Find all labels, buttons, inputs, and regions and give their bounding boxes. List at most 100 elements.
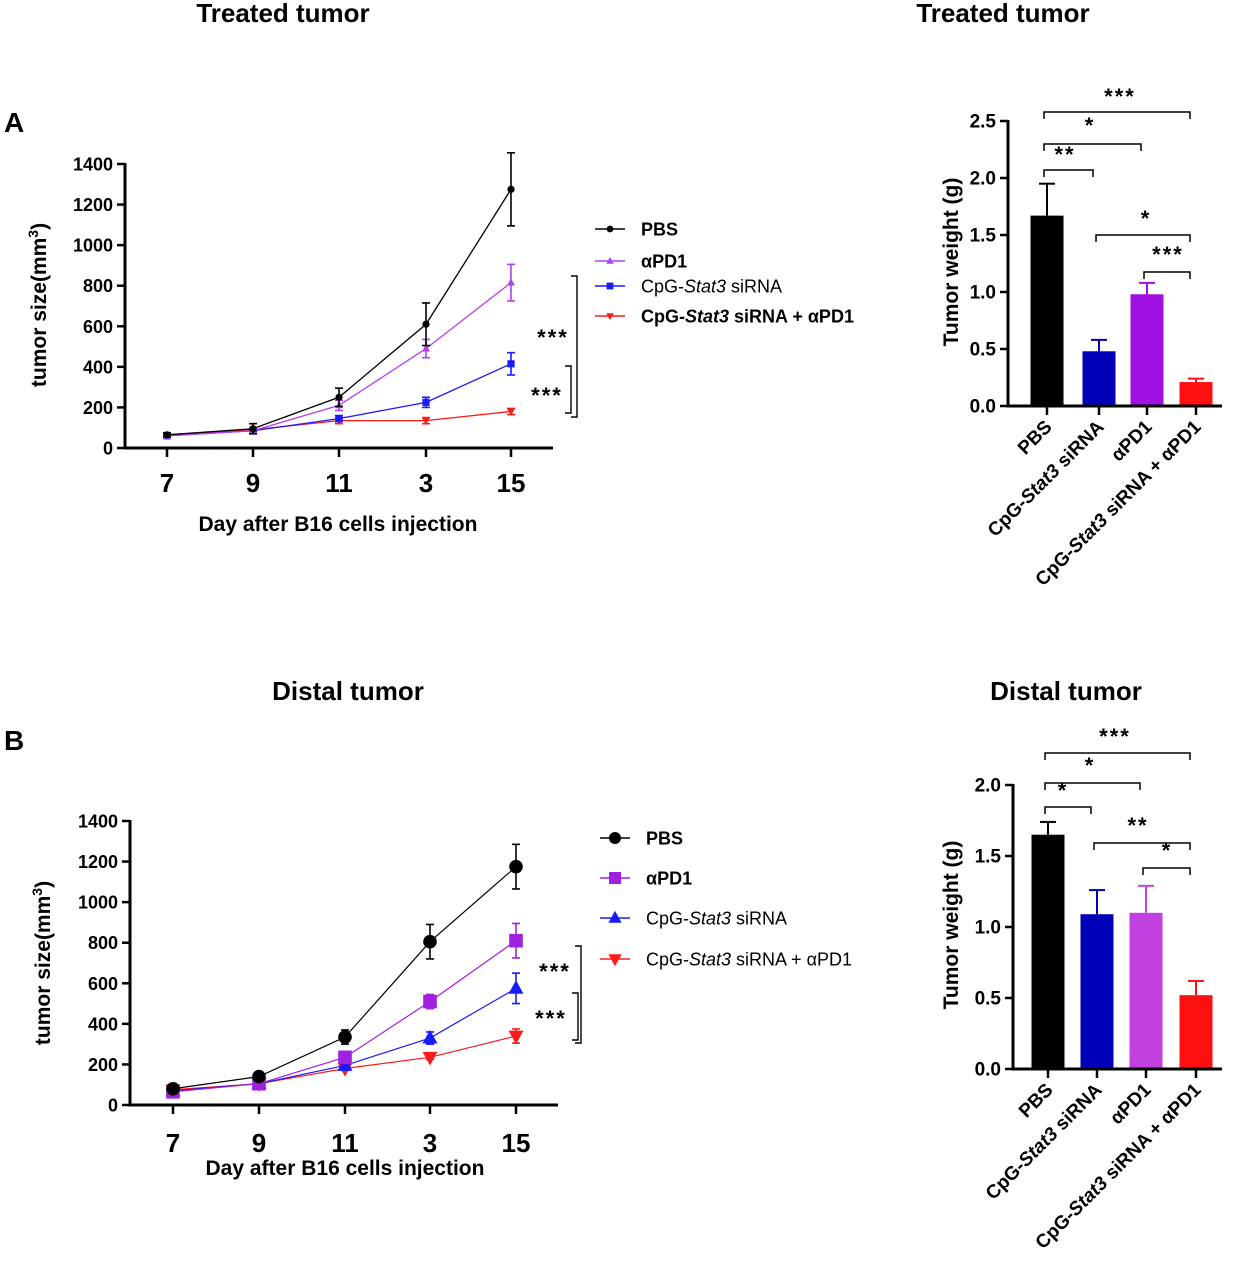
y-tick-label: 1400 bbox=[78, 812, 118, 832]
marker-triangle-down bbox=[422, 1051, 438, 1066]
y-axis-label: Tumor weight (g) bbox=[940, 178, 963, 347]
label-segment: siRNA + αPD1 bbox=[731, 950, 852, 970]
marker-square bbox=[423, 994, 437, 1009]
x-tick-label: 15 bbox=[502, 1128, 531, 1158]
legend-item: αPD1 bbox=[595, 252, 687, 272]
legend-item: PBS bbox=[600, 829, 683, 849]
label-segment: siRNA bbox=[726, 277, 782, 297]
legend-label: PBS bbox=[641, 220, 678, 240]
marker-circle bbox=[338, 1030, 352, 1044]
series-pbs bbox=[163, 152, 515, 439]
marker-triangle-down bbox=[507, 408, 515, 416]
significance-label: * bbox=[1141, 206, 1152, 231]
marker-circle bbox=[507, 185, 515, 193]
legend-label: CpG-Stat3 siRNA + αPD1 bbox=[646, 950, 852, 970]
legend-label: CpG-Stat3 siRNA bbox=[641, 277, 782, 297]
marker-square bbox=[606, 282, 614, 290]
bar bbox=[1030, 215, 1064, 406]
y-tick-label: 1.0 bbox=[970, 283, 996, 304]
significance-bracket bbox=[1142, 867, 1191, 875]
marker-circle bbox=[335, 393, 343, 401]
significance-label: *** bbox=[1104, 84, 1136, 109]
label-segment: tumor size(mm bbox=[28, 238, 51, 387]
x-tick-label: PBS bbox=[1014, 417, 1056, 459]
significance-bracket bbox=[565, 365, 572, 414]
y-axis-label: tumor size(mm3) bbox=[29, 881, 55, 1045]
bar bbox=[1031, 834, 1065, 1069]
y-tick-label: 0 bbox=[108, 1096, 118, 1116]
x-tick-label: 9 bbox=[252, 1128, 266, 1158]
legend-item: αPD1 bbox=[600, 869, 692, 889]
marker-circle bbox=[163, 431, 171, 439]
x-tick-label: 9 bbox=[246, 468, 260, 498]
distal-tumor-size-chart: Distal tumor 0 200 400 600 800 1000 1200 1400 7 9 1… bbox=[29, 676, 852, 1180]
treated-tumor-weight-chart: Treated tumor 0.0 0.5 1.0 1.5 2.0 2.5 Tumor wei… bbox=[916, 0, 1222, 590]
bar bbox=[1082, 351, 1116, 406]
y-tick-label: 1.5 bbox=[970, 226, 997, 247]
chart-title: Treated tumor bbox=[916, 0, 1089, 28]
label-segment: PBS bbox=[1015, 1080, 1057, 1122]
marker-circle bbox=[509, 859, 523, 874]
y-tick-label: 1000 bbox=[73, 236, 113, 256]
y-tick-label: 400 bbox=[88, 1014, 118, 1034]
y-tick-label: 1400 bbox=[73, 155, 113, 175]
legend-label: CpG-Stat3 siRNA + αPD1 bbox=[641, 307, 854, 327]
significance-bracket bbox=[1044, 752, 1191, 760]
significance-bracket bbox=[1043, 169, 1094, 177]
x-tick-label: 3 bbox=[423, 1128, 437, 1158]
series--pd1 bbox=[163, 263, 515, 439]
label-segment: siRNA bbox=[1048, 1079, 1107, 1138]
series-pbs bbox=[166, 843, 523, 1096]
y-tick-label: 0.5 bbox=[970, 340, 997, 361]
y-tick-label: 800 bbox=[83, 276, 113, 296]
superscript: 3 bbox=[25, 230, 41, 238]
y-tick-label: 200 bbox=[88, 1055, 118, 1075]
bar bbox=[1129, 912, 1163, 1069]
superscript: 3 bbox=[29, 888, 45, 896]
marker-triangle-up bbox=[508, 980, 524, 994]
y-axis-label: tumor size(mm3) bbox=[25, 223, 51, 387]
label-segment: PBS bbox=[1014, 417, 1056, 459]
y-tick-label: 2.0 bbox=[975, 776, 1001, 797]
italic-gene-name: Stat3 bbox=[684, 277, 726, 297]
marker-circle bbox=[423, 934, 437, 949]
marker-triangle-down bbox=[508, 1030, 524, 1045]
distal-tumor-weight-chart: Distal tumor 0.0 0.5 1.0 1.5 2.0 Tumor weight … bbox=[940, 676, 1222, 1253]
significance-bracket bbox=[1093, 842, 1191, 850]
marker-triangle-up bbox=[422, 344, 430, 352]
y-tick-label: 800 bbox=[88, 933, 118, 953]
marker-triangle-up bbox=[608, 910, 622, 923]
y-tick-label: 0.0 bbox=[970, 397, 996, 418]
italic-gene-name: Stat3 bbox=[689, 909, 731, 929]
significance-label: * bbox=[1162, 838, 1173, 863]
marker-triangle-up bbox=[422, 1029, 438, 1044]
y-tick-label: 1.0 bbox=[975, 918, 1001, 939]
legend-item: PBS bbox=[595, 220, 678, 240]
x-tick-label: 11 bbox=[325, 468, 353, 498]
label-segment: siRNA bbox=[1050, 416, 1109, 475]
italic-gene-name: Stat3 bbox=[689, 950, 731, 970]
x-tick-label: 3 bbox=[419, 468, 433, 498]
label-segment: CpG- bbox=[646, 950, 689, 970]
y-tick-label: 0.0 bbox=[975, 1060, 1001, 1081]
y-tick-label: 1200 bbox=[73, 195, 113, 215]
y-tick-label: 1000 bbox=[78, 893, 118, 913]
panel-label-b: B bbox=[4, 725, 24, 756]
marker-square bbox=[422, 398, 430, 406]
y-tick-label: 200 bbox=[83, 398, 113, 418]
significance-bracket bbox=[1044, 782, 1141, 790]
y-tick-label: 0 bbox=[103, 439, 113, 459]
label-segment: CpG- bbox=[641, 307, 685, 327]
significance-label: *** bbox=[1152, 242, 1184, 267]
x-tick-label: 7 bbox=[166, 1128, 180, 1158]
significance-label: ** bbox=[1127, 813, 1148, 838]
significance-label: *** bbox=[1099, 724, 1131, 749]
significance-bracket bbox=[1095, 234, 1191, 242]
y-tick-label: 2.0 bbox=[970, 169, 996, 190]
chart-title: Distal tumor bbox=[272, 676, 424, 706]
marker-square bbox=[609, 872, 621, 884]
legend-label: PBS bbox=[646, 829, 683, 849]
label-segment: αPD1 bbox=[641, 252, 687, 272]
label-segment: ) bbox=[32, 881, 55, 888]
series-line bbox=[166, 282, 512, 437]
